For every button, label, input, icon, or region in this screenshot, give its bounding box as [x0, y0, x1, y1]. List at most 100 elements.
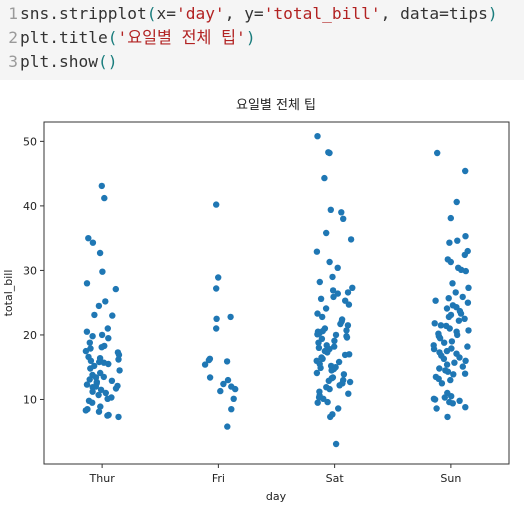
data-point: [323, 229, 330, 237]
data-point: [450, 371, 457, 378]
data-point: [347, 236, 355, 243]
data-point: [459, 363, 466, 370]
line-number: 2: [8, 28, 18, 47]
data-point: [104, 325, 112, 332]
data-point: [462, 167, 469, 175]
data-point: [335, 358, 343, 366]
line-number: 3: [8, 52, 18, 71]
data-point: [101, 194, 108, 202]
data-point: [465, 284, 472, 291]
data-point: [349, 284, 356, 291]
data-point: [343, 327, 350, 334]
data-point: [82, 347, 90, 355]
code-paren-open: (: [97, 52, 108, 71]
y-tick-label: 10: [23, 393, 37, 406]
data-point: [462, 267, 469, 275]
data-point: [314, 310, 321, 317]
data-point: [446, 325, 453, 332]
data-point: [315, 339, 322, 346]
code-separator: ,: [224, 4, 245, 23]
code-cell[interactable]: 1 sns.stripplot(x='day', y='total_bill', …: [0, 0, 524, 80]
data-point: [104, 395, 111, 402]
data-point: [447, 214, 454, 222]
data-point: [456, 354, 463, 361]
data-point: [112, 285, 120, 293]
data-point: [340, 215, 347, 222]
data-point: [326, 149, 333, 157]
data-point: [328, 375, 335, 382]
y-tick-label: 30: [23, 264, 37, 277]
data-point: [97, 386, 105, 393]
data-point: [82, 407, 90, 414]
data-point: [459, 293, 466, 301]
data-point: [451, 359, 458, 366]
data-point: [86, 339, 94, 346]
data-point: [205, 356, 213, 364]
data-point: [330, 293, 337, 301]
data-point: [455, 317, 463, 324]
data-point: [213, 285, 220, 292]
code-function: sns.stripplot: [20, 4, 147, 23]
data-point: [340, 371, 348, 378]
data-point: [102, 298, 109, 305]
data-point: [213, 315, 220, 322]
data-point: [319, 355, 326, 362]
data-point: [343, 334, 351, 341]
data-point: [313, 369, 321, 377]
data-points: [82, 133, 472, 448]
data-point: [99, 268, 106, 275]
data-point: [201, 361, 209, 368]
code-arg: data=tips: [400, 4, 488, 23]
chart-title: 요일별 전체 팁: [236, 98, 316, 113]
data-point: [441, 339, 448, 346]
data-point: [464, 299, 472, 306]
data-point: [438, 380, 446, 387]
code-paren-open: (: [107, 28, 118, 47]
data-point: [232, 385, 239, 393]
data-point: [329, 273, 336, 281]
code-paren-close: ): [487, 4, 498, 23]
data-point: [102, 389, 110, 397]
data-point: [314, 133, 321, 140]
y-axis: 10 20 30 40 50: [23, 135, 44, 406]
data-point: [316, 278, 323, 286]
data-point: [443, 305, 451, 312]
data-point: [461, 251, 468, 259]
data-point: [332, 440, 340, 448]
data-point: [96, 249, 104, 257]
data-point: [332, 331, 340, 339]
data-point: [100, 373, 108, 381]
data-point: [87, 357, 95, 364]
data-point: [313, 248, 321, 255]
code-line: 3 plt.show(): [0, 50, 524, 74]
code-paren-close: ): [245, 28, 256, 47]
data-point: [86, 376, 93, 383]
data-point: [327, 206, 334, 213]
data-point: [97, 403, 104, 410]
data-point: [319, 313, 326, 321]
data-point: [448, 393, 455, 400]
data-point: [448, 338, 456, 345]
data-point: [337, 320, 344, 328]
code-line: 2 plt.title('요일별 전체 팁'): [0, 26, 524, 50]
data-point: [324, 398, 331, 406]
data-point: [83, 280, 91, 287]
data-point: [326, 258, 333, 266]
data-point: [317, 364, 324, 372]
data-point: [112, 385, 120, 392]
data-point: [98, 331, 106, 339]
y-tick-label: 40: [23, 200, 37, 213]
data-point: [317, 295, 325, 302]
data-point: [324, 349, 331, 356]
data-point: [315, 344, 323, 351]
data-point: [215, 274, 222, 281]
data-point: [227, 313, 234, 321]
data-point: [213, 325, 220, 332]
data-point: [441, 394, 448, 401]
data-point: [89, 388, 96, 395]
data-point: [465, 327, 472, 334]
data-point: [338, 209, 345, 216]
data-point: [454, 237, 461, 244]
x-tick-label: Thur: [89, 472, 116, 485]
data-point: [345, 390, 352, 397]
